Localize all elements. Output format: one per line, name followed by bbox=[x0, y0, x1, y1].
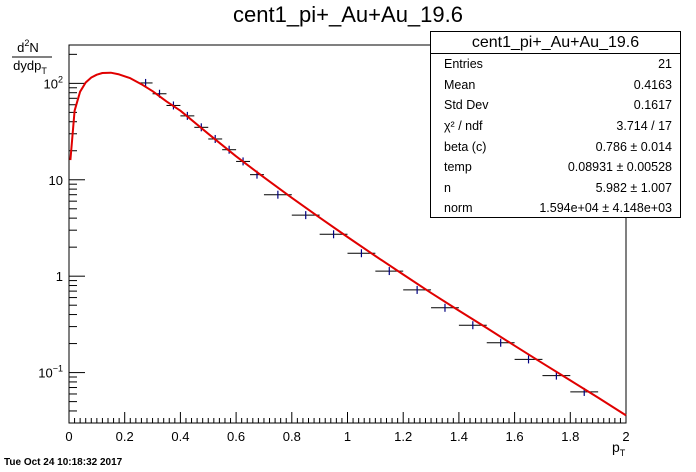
x-tick-label: 1.6 bbox=[506, 429, 524, 444]
chart-title: cent1_pi+_Au+Au_19.6 bbox=[233, 2, 463, 27]
stats-label: n bbox=[444, 180, 451, 195]
x-tick-label: 0.8 bbox=[283, 429, 301, 444]
x-tick-label: 0.4 bbox=[171, 429, 189, 444]
x-axis-label: pT bbox=[612, 439, 625, 458]
stats-value: 1.594e+04 ± 4.148e+03 bbox=[539, 201, 672, 216]
stats-box: cent1_pi+_Au+Au_19.6 Entries 21 Mean 0.416… bbox=[430, 31, 681, 218]
y-label-den-sub: T bbox=[41, 66, 47, 76]
stats-row-chi2: χ² / ndf 3.714 / 17 bbox=[431, 116, 680, 137]
y-axis-label: d2N dydpT bbox=[8, 36, 70, 96]
x-label-main: p bbox=[612, 439, 620, 455]
y-tick-label: 10−1 bbox=[38, 364, 63, 381]
y-tick-label: 1 bbox=[56, 269, 63, 284]
y-tick-label: 102 bbox=[44, 74, 63, 91]
stats-value: 21 bbox=[658, 57, 672, 72]
stats-label: beta (c) bbox=[444, 139, 487, 154]
stats-row-mean: Mean 0.4163 bbox=[431, 75, 680, 96]
y-label-den-main: dydp bbox=[13, 58, 41, 73]
stats-label: temp bbox=[444, 160, 472, 175]
stats-row-temp: temp 0.08931 ± 0.00528 bbox=[431, 157, 680, 178]
stats-label: χ² / ndf bbox=[444, 119, 483, 134]
x-label-sub: T bbox=[619, 447, 626, 458]
svg-text:d2N: d2N bbox=[17, 38, 39, 55]
stats-row-n: n 5.982 ± 1.007 bbox=[431, 178, 680, 199]
stats-row-norm: norm 1.594e+04 ± 4.148e+03 bbox=[431, 198, 680, 219]
stats-label: Mean bbox=[444, 77, 476, 92]
x-tick-label: 2 bbox=[622, 429, 629, 444]
stats-label: Entries bbox=[444, 57, 483, 72]
stats-value: 0.08931 ± 0.00528 bbox=[567, 160, 672, 175]
x-tick-label: 0.2 bbox=[116, 429, 134, 444]
data-point bbox=[542, 371, 571, 380]
x-tick-label: 1 bbox=[344, 429, 351, 444]
x-tick-label: 0 bbox=[65, 429, 72, 444]
svg-text:dydpT: dydpT bbox=[13, 58, 47, 76]
date-stamp: Tue Oct 24 10:18:32 2017 bbox=[4, 457, 123, 468]
y-label-num-sup: 2 bbox=[24, 38, 29, 48]
stats-label: norm bbox=[444, 201, 473, 216]
x-tick-label: 1.8 bbox=[561, 429, 579, 444]
stats-label: Std Dev bbox=[444, 98, 489, 113]
y-label-num-main: d bbox=[17, 40, 24, 55]
stats-value: 0.1617 bbox=[633, 98, 672, 113]
stats-row-beta: beta (c) 0.786 ± 0.014 bbox=[431, 136, 680, 157]
x-tick-label: 1.2 bbox=[394, 429, 412, 444]
stats-title: cent1_pi+_Au+Au_19.6 bbox=[431, 32, 680, 54]
fit-curve bbox=[69, 71, 627, 417]
stats-row-stddev: Std Dev 0.1617 bbox=[431, 95, 680, 116]
x-tick-label: 0.6 bbox=[227, 429, 245, 444]
stats-value: 0.4163 bbox=[633, 77, 672, 92]
stats-value: 3.714 / 17 bbox=[616, 119, 672, 134]
stats-row-entries: Entries 21 bbox=[431, 54, 680, 75]
stats-value: 0.786 ± 0.014 bbox=[595, 139, 672, 154]
y-tick-label: 10 bbox=[49, 173, 63, 188]
stats-value: 5.982 ± 1.007 bbox=[595, 180, 672, 195]
y-label-num-tail: N bbox=[29, 40, 38, 55]
x-tick-label: 1.4 bbox=[450, 429, 468, 444]
